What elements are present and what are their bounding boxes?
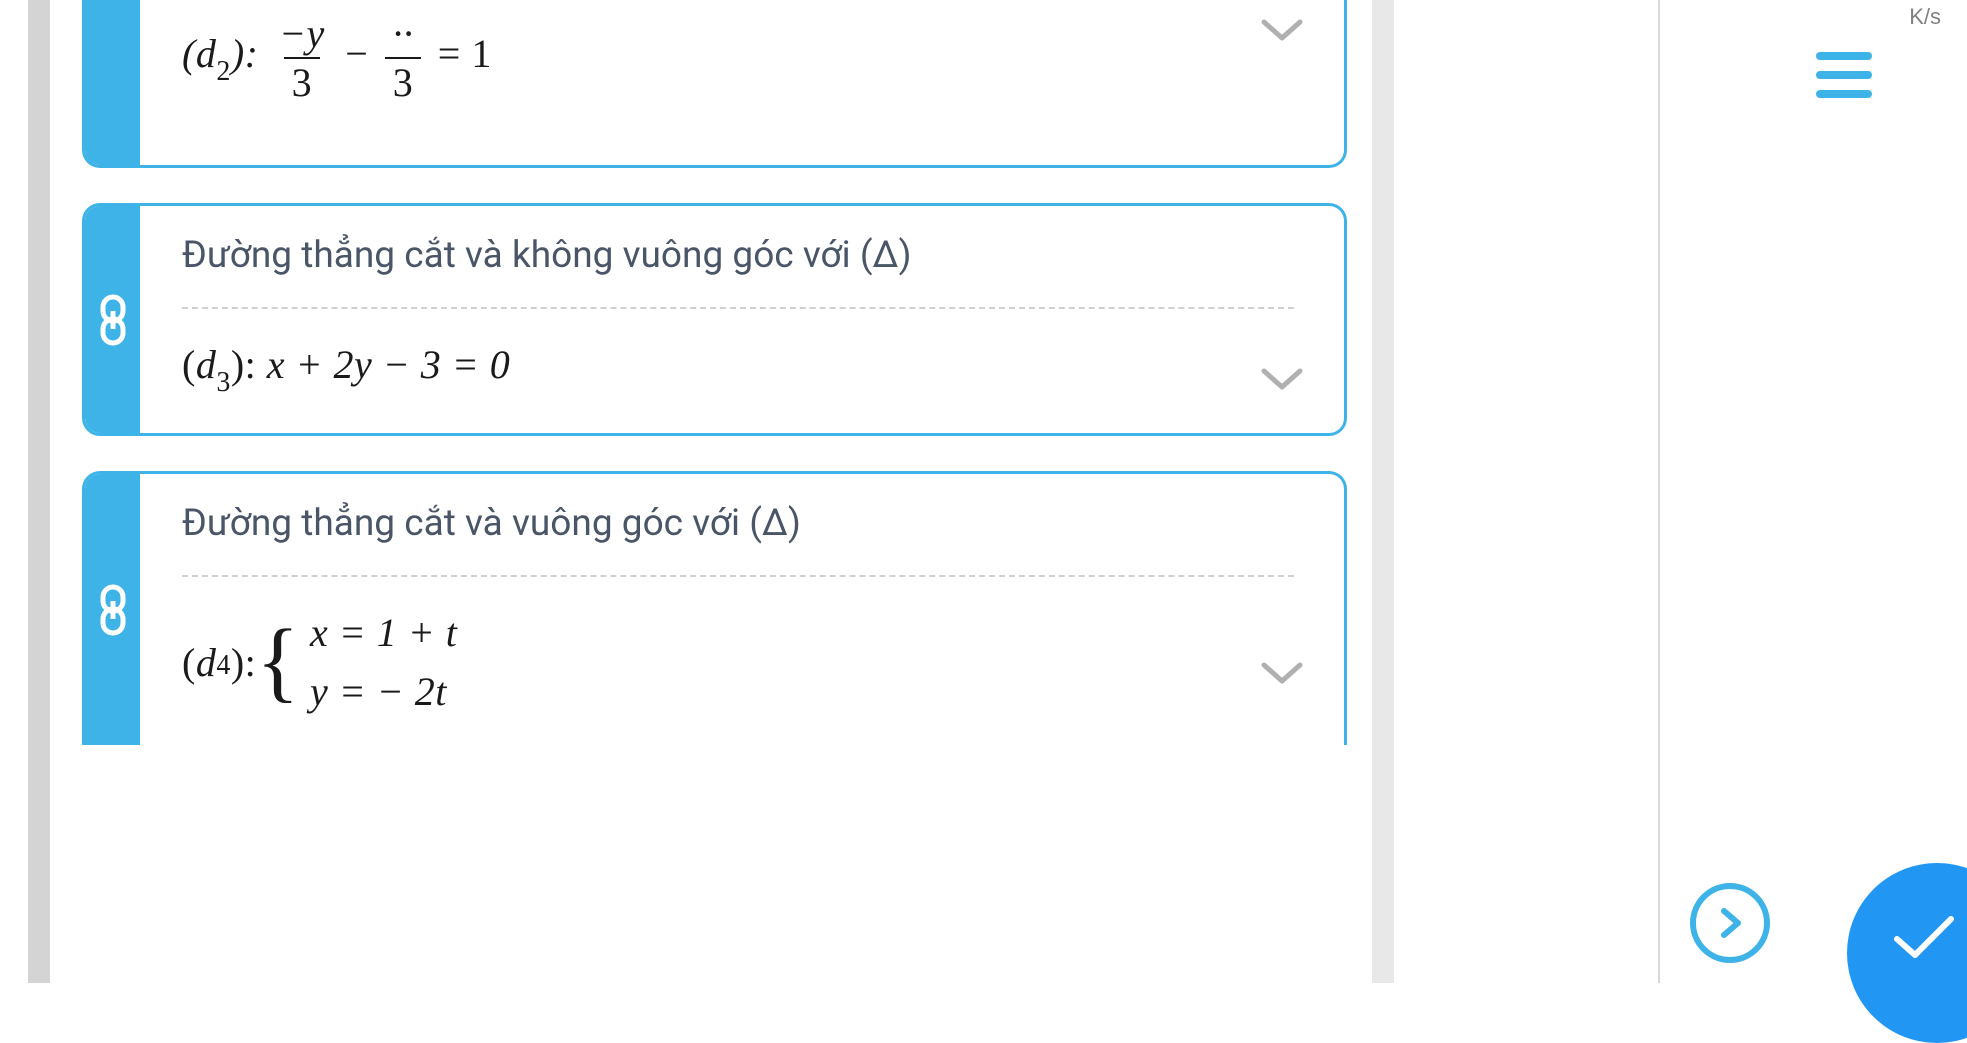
- card-handle[interactable]: [85, 206, 140, 433]
- answer-card-d4[interactable]: Đường thẳng cắt và vuông góc với (Δ) (d4…: [82, 471, 1347, 745]
- equals-val: = 1: [438, 31, 492, 76]
- link-icon: [95, 293, 131, 347]
- equation-text: x + 2y − 3 = 0: [267, 342, 510, 387]
- frac-num: ··: [389, 10, 418, 57]
- right-divider: [1658, 0, 1660, 983]
- chevron-down-icon[interactable]: [1260, 661, 1304, 685]
- next-button[interactable]: [1690, 883, 1770, 963]
- status-speed: K/s: [1909, 4, 1941, 30]
- card-title: Đường thẳng cắt và vuông góc với (Δ): [182, 502, 1294, 545]
- minus-op: −: [345, 31, 368, 76]
- card-title: Đường thẳng cắt và không vuông góc với (…: [182, 234, 1294, 277]
- answer-card-d3[interactable]: Đường thẳng cắt và không vuông góc với (…: [82, 203, 1347, 436]
- divider: [182, 575, 1294, 577]
- submit-fab[interactable]: [1847, 863, 1967, 1043]
- frac-den: 3: [385, 57, 422, 106]
- chevron-down-icon[interactable]: [1260, 18, 1304, 42]
- chevron-down-icon[interactable]: [1260, 367, 1304, 391]
- content-area: (d2): −y 3 − ·· 3 = 1: [82, 0, 1347, 745]
- card-handle[interactable]: [85, 474, 140, 745]
- left-scrollbar: [28, 0, 50, 983]
- card-handle[interactable]: [85, 0, 140, 165]
- math-expression-d2: (d2): −y 3 − ·· 3 = 1: [182, 10, 1294, 106]
- content-scrollbar[interactable]: [1372, 0, 1394, 983]
- system-eq2: y = − 2t: [310, 668, 457, 715]
- chevron-right-icon: [1712, 905, 1748, 941]
- math-expression-d4: (d4): { x = 1 + t y = − 2t: [182, 609, 1294, 715]
- hamburger-menu-icon[interactable]: [1816, 52, 1872, 98]
- frac-num: −y: [275, 10, 329, 57]
- math-expression-d3: (d3): x + 2y − 3 = 0: [182, 341, 1294, 395]
- divider: [182, 307, 1294, 309]
- answer-card-d2[interactable]: (d2): −y 3 − ·· 3 = 1: [82, 0, 1347, 168]
- system-eq1: x = 1 + t: [310, 609, 457, 656]
- check-icon: [1889, 913, 1959, 963]
- link-icon: [95, 583, 131, 637]
- frac-den: 3: [284, 57, 321, 106]
